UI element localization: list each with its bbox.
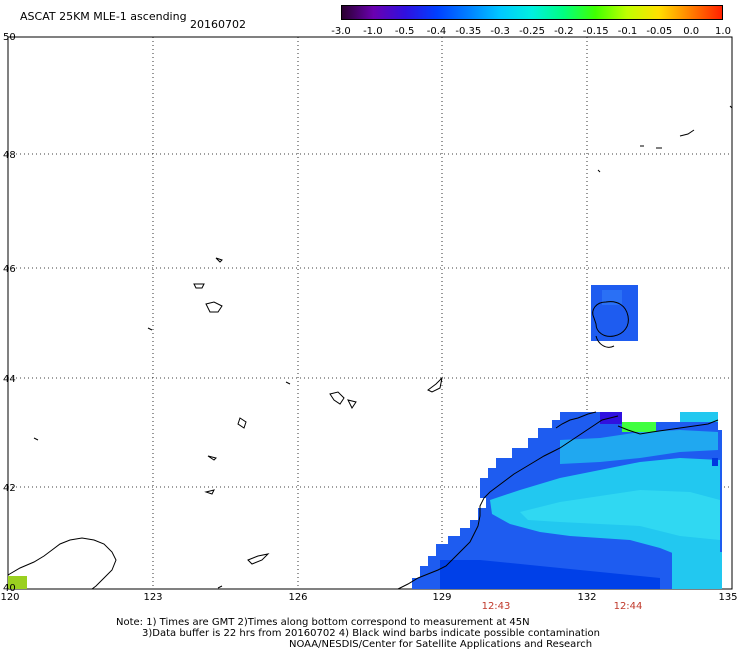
longitude-label: 135 [718, 592, 738, 603]
colorbar-tick-label: -0.4 [426, 26, 447, 37]
swath-patch-north [591, 285, 638, 341]
swath-main [412, 412, 722, 589]
colorbar-tick-label: -0.25 [519, 26, 545, 37]
colorbar-tick-label: -0.35 [455, 26, 482, 37]
longitude-label: 129 [432, 592, 452, 603]
graticule [8, 37, 732, 589]
colorbar-tick-label: -0.2 [554, 26, 574, 37]
colorbar-tick-label: -3.0 [331, 26, 351, 37]
note-line-2: 3)Data buffer is 22 hrs from 20160702 4)… [142, 628, 600, 639]
map-frame [7, 36, 733, 590]
colorbar-tick-label: -0.5 [394, 26, 415, 37]
coastline [7, 105, 733, 590]
map-title: ASCAT 25KM MLE-1 ascending [20, 10, 187, 23]
colorbar [341, 5, 723, 20]
longitude-label: 123 [143, 592, 163, 603]
longitude-label: 120 [0, 592, 20, 603]
latitude-label: 40 [3, 583, 16, 594]
colorbar-tick-label: 1.0 [715, 26, 731, 37]
colorbar-tick-label: -1.0 [363, 26, 383, 37]
colorbar-tick-label: -0.05 [646, 26, 673, 37]
colorbar-tick-label: -0.15 [582, 26, 609, 37]
longitude-label: 132 [577, 592, 597, 603]
time-label: 12:44 [613, 601, 643, 612]
note-line-1: Note: 1) Times are GMT 2)Times along bot… [116, 617, 530, 628]
colorbar-tick-label: -0.3 [490, 26, 510, 37]
latitude-label: 44 [3, 374, 16, 385]
longitude-label: 126 [288, 592, 308, 603]
time-label: 12:43 [481, 601, 511, 612]
latitude-label: 50 [3, 32, 16, 43]
latitude-label: 42 [3, 483, 16, 494]
colorbar-tick-label: -0.1 [617, 26, 638, 37]
map-date: 20160702 [190, 18, 246, 31]
colorbar-tick-label: 0.0 [683, 26, 700, 37]
note-line-3: NOAA/NESDIS/Center for Satellite Applica… [289, 639, 593, 650]
swath-patch-southwest [8, 576, 27, 589]
latitude-label: 48 [3, 150, 16, 161]
latitude-label: 46 [3, 264, 16, 275]
